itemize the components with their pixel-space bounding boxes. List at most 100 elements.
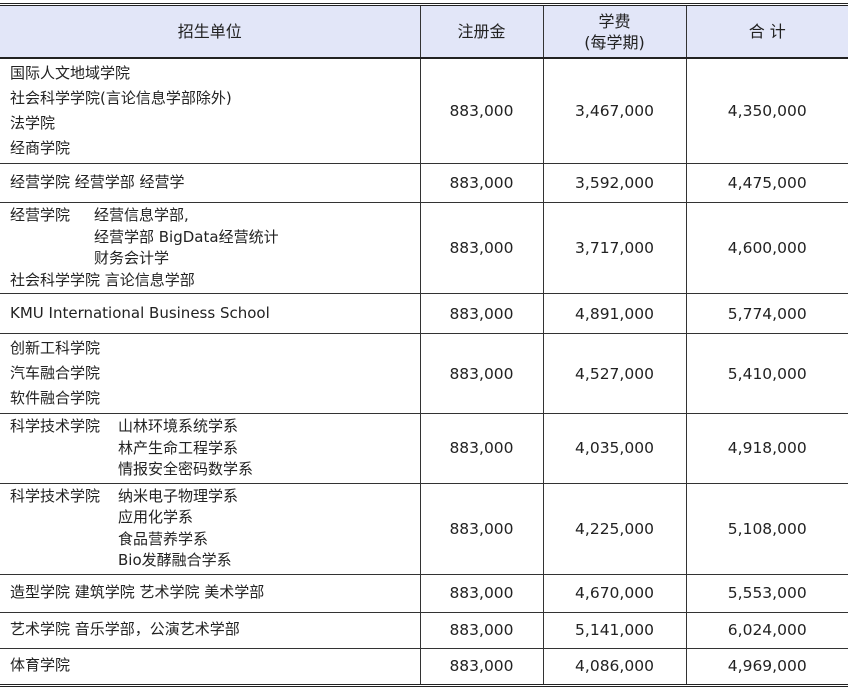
unit-lead: 体育学院 <box>10 656 71 675</box>
unit-lead: 经商学院 <box>10 139 71 157</box>
unit-line: 经营学院 经营学部 经营学 <box>10 172 410 194</box>
unit-lead: 经营学院 <box>10 206 71 224</box>
unit-cell: 经营学院 经营学部 经营学 <box>0 163 421 203</box>
unit-line: 经营学部 BigData经营统计 <box>10 227 410 249</box>
total-cell: 4,600,000 <box>685 202 848 294</box>
unit-sub: 应用化学系 <box>118 508 194 526</box>
header-tuition: 学费 (每学期) <box>542 3 687 59</box>
unit-cell: 艺术学院 音乐学部，公演艺术学部 <box>0 611 421 649</box>
unit-line: 财务会计学 <box>10 248 410 270</box>
unit-cell: 造型学院 建筑学院 艺术学院 美术学部 <box>0 573 421 613</box>
unit-line: 情报安全密码数学系 <box>10 459 410 481</box>
registration-cell: 883,000 <box>419 413 544 484</box>
table-row: 创新工科学院 汽车融合学院 软件融合学院 883,000 4,527,000 5,410,… <box>0 333 848 414</box>
registration-cell: 883,000 <box>419 202 544 294</box>
unit-lead: 社会科学学院(言论信息学部除外) <box>10 89 232 107</box>
unit-line: 软件融合学院 <box>10 386 410 411</box>
tuition-cell: 4,035,000 <box>542 413 687 484</box>
unit-line: KMU International Business School <box>10 303 410 325</box>
header-unit: 招生单位 <box>0 3 421 59</box>
unit-lead: 科学技术学院 <box>10 417 101 435</box>
registration-cell: 883,000 <box>419 333 544 414</box>
unit-cell: 创新工科学院 汽车融合学院 软件融合学院 <box>0 333 421 414</box>
unit-lead: 经营学院 经营学部 经营学 <box>10 173 185 192</box>
registration-cell: 883,000 <box>419 293 544 334</box>
tuition-cell: 3,467,000 <box>542 57 687 164</box>
unit-sub: 纳米电子物理学系 <box>118 486 239 505</box>
unit-cell: KMU International Business School <box>0 293 421 334</box>
unit-line: 科学技术学院 山林环境系统学系 <box>10 416 410 438</box>
tuition-cell: 3,592,000 <box>542 163 687 203</box>
unit-line: 社会科学学院(言论信息学部除外) <box>10 86 410 111</box>
header-tuition-label: 学费 <box>598 11 631 31</box>
unit-sub: 情报安全密码数学系 <box>118 460 254 478</box>
unit-lead: KMU International Business School <box>10 303 270 322</box>
table-row: 科学技术学院 纳米电子物理学系 应用化学系食品营养学系 Bio发酵融合学系 883,00… <box>0 482 848 575</box>
tuition-cell: 4,225,000 <box>542 482 687 575</box>
tuition-cell: 5,141,000 <box>542 611 687 649</box>
unit-lead: 社会科学学院 言论信息学部 <box>10 270 195 289</box>
unit-line: 林产生命工程学系 <box>10 438 410 460</box>
header-tuition-sub: (每学期) <box>584 32 645 52</box>
total-cell: 4,969,000 <box>685 647 848 687</box>
unit-line: 应用化学系 <box>10 507 410 529</box>
unit-lead: 汽车融合学院 <box>10 364 101 382</box>
unit-sub: 林产生命工程学系 <box>118 438 239 457</box>
unit-lead: 国际人文地域学院 <box>10 64 131 82</box>
unit-line: 科学技术学院 纳米电子物理学系 <box>10 486 410 508</box>
registration-cell: 883,000 <box>419 163 544 203</box>
registration-cell: 883,000 <box>419 647 544 687</box>
total-cell: 5,553,000 <box>685 573 848 613</box>
unit-cell: 经营学院 经营信息学部, 经营学部 BigData经营统计 财务会计学社会科学学院 言… <box>0 202 421 294</box>
unit-sub: 山林环境系统学系 <box>118 417 239 435</box>
table-row: 艺术学院 音乐学部，公演艺术学部 883,000 5,141,000 6,024,00… <box>0 611 848 649</box>
unit-lead: 创新工科学院 <box>10 339 101 357</box>
table-row: 国际人文地域学院 社会科学学院(言论信息学部除外) 法学院 经商学院 883,000 3,… <box>0 57 848 164</box>
total-cell: 4,350,000 <box>685 57 848 164</box>
unit-cell: 科学技术学院 山林环境系统学系 林产生命工程学系 情报安全密码数学系 <box>0 413 421 484</box>
unit-line: 社会科学学院 言论信息学部 <box>10 270 410 292</box>
registration-cell: 883,000 <box>419 611 544 649</box>
unit-line: 汽车融合学院 <box>10 361 410 386</box>
table-row: 科学技术学院 山林环境系统学系 林产生命工程学系 情报安全密码数学系 883,000 4,… <box>0 413 848 484</box>
tuition-cell: 4,670,000 <box>542 573 687 613</box>
tuition-cell: 4,891,000 <box>542 293 687 334</box>
table-row: 体育学院 883,000 4,086,000 4,969,000 <box>0 647 848 687</box>
table-row: 经营学院 经营信息学部, 经营学部 BigData经营统计 财务会计学社会科学学院 言… <box>0 202 848 294</box>
tuition-table: 招生单位 注册金 学费 (每学期) 合 计 国际人文地域学院社会科学学院(言论信息… <box>0 3 848 687</box>
unit-lead: 艺术学院 音乐学部，公演艺术学部 <box>10 620 240 639</box>
unit-sub: 财务会计学 <box>94 249 170 267</box>
unit-sub: 食品营养学系 <box>118 529 209 548</box>
tuition-cell: 4,086,000 <box>542 647 687 687</box>
unit-sub: Bio发酵融合学系 <box>118 551 232 569</box>
unit-lead: 软件融合学院 <box>10 389 101 407</box>
total-cell: 5,410,000 <box>685 333 848 414</box>
unit-line: 经营学院 经营信息学部, <box>10 205 410 227</box>
unit-line: 体育学院 <box>10 655 410 677</box>
table-row: KMU International Business School 883,000… <box>0 293 848 334</box>
total-cell: 4,918,000 <box>685 413 848 484</box>
total-cell: 5,108,000 <box>685 482 848 575</box>
tuition-cell: 3,717,000 <box>542 202 687 294</box>
tuition-cell: 4,527,000 <box>542 333 687 414</box>
unit-cell: 体育学院 <box>0 647 421 687</box>
unit-line: 造型学院 建筑学院 艺术学院 美术学部 <box>10 582 410 604</box>
unit-lead: 造型学院 建筑学院 艺术学院 美术学部 <box>10 583 265 602</box>
unit-line: 法学院 <box>10 111 410 136</box>
header-registration: 注册金 <box>419 3 544 59</box>
unit-sub: 经营学部 BigData经营统计 <box>94 227 279 246</box>
registration-cell: 883,000 <box>419 482 544 575</box>
unit-line: Bio发酵融合学系 <box>10 550 410 572</box>
table-row: 经营学院 经营学部 经营学 883,000 3,592,000 4,475,000 <box>0 163 848 203</box>
unit-line: 食品营养学系 <box>10 529 410 551</box>
unit-line: 艺术学院 音乐学部，公演艺术学部 <box>10 619 410 641</box>
unit-line: 创新工科学院 <box>10 336 410 361</box>
unit-sub: 经营信息学部, <box>94 206 189 224</box>
total-cell: 4,475,000 <box>685 163 848 203</box>
unit-lead: 科学技术学院 <box>10 486 101 505</box>
unit-lead: 法学院 <box>10 114 56 132</box>
header-total: 合 计 <box>685 3 848 59</box>
unit-line: 国际人文地域学院 <box>10 61 410 86</box>
registration-cell: 883,000 <box>419 573 544 613</box>
unit-line: 经商学院 <box>10 136 410 161</box>
